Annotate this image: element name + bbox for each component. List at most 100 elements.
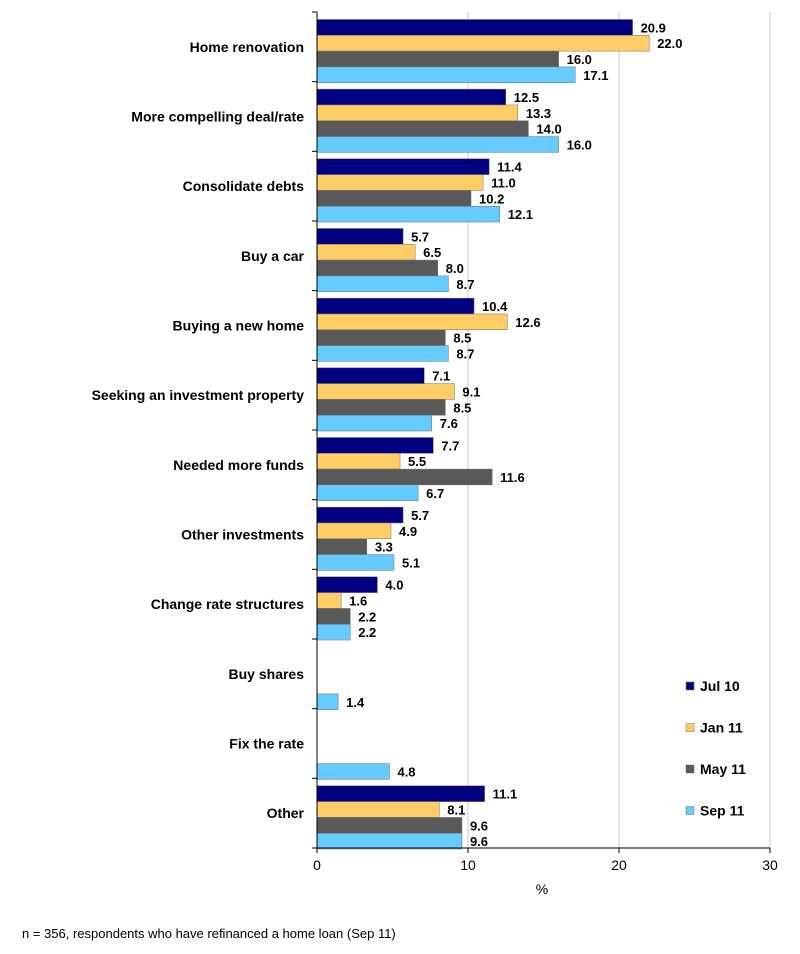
- bar: [316, 801, 440, 818]
- bar: [316, 785, 485, 802]
- bar: [316, 484, 419, 501]
- bar: [316, 592, 342, 609]
- bar: [316, 817, 463, 834]
- data-label: 7.1: [432, 369, 450, 384]
- legend: Jul 10 Jan 11 May 11 Sep 11: [685, 678, 746, 819]
- legend-swatch: [685, 806, 695, 815]
- data-label: 1.6: [349, 594, 367, 609]
- legend-label: Jan 11: [700, 720, 743, 736]
- bar: [316, 538, 368, 555]
- bar: [316, 158, 490, 175]
- data-label: 7.7: [441, 438, 459, 453]
- data-label: 9.6: [470, 834, 488, 849]
- data-label: 2.2: [358, 625, 376, 640]
- x-tick-labels: 0 10 20 30: [313, 857, 778, 873]
- data-label: 5.1: [402, 555, 420, 570]
- bar: [316, 623, 351, 641]
- data-label: 8.5: [453, 400, 471, 415]
- data-label: 7.6: [440, 416, 458, 431]
- bar: [316, 313, 508, 331]
- data-label: 8.5: [453, 331, 471, 346]
- bar: [316, 228, 404, 245]
- bar: [316, 367, 425, 384]
- category-label: Buy shares: [229, 666, 305, 682]
- data-label: 9.1: [462, 385, 480, 400]
- data-label: 6.7: [426, 486, 444, 501]
- footnote: n = 356, respondents who have refinanced…: [22, 926, 396, 941]
- category-label: More compelling deal/rate: [131, 109, 304, 125]
- bar: [316, 205, 500, 223]
- bar: [316, 506, 404, 524]
- data-label: 11.0: [491, 176, 516, 191]
- data-label: 20.9: [641, 20, 666, 35]
- data-label: 1.4: [346, 695, 365, 710]
- data-label: 8.7: [456, 277, 474, 292]
- legend-label: May 11: [700, 761, 746, 777]
- data-label: 11.4: [497, 160, 522, 175]
- legend-swatch: [685, 681, 695, 691]
- category-label: Seeking an investment property: [92, 387, 305, 403]
- data-label: 11.6: [500, 470, 525, 485]
- bar: [316, 554, 395, 571]
- data-label: 5.7: [411, 508, 429, 523]
- data-label: 10.2: [479, 191, 504, 206]
- bar: [316, 414, 433, 432]
- bar: [316, 329, 446, 346]
- data-label: 4.0: [385, 578, 403, 593]
- legend-label: Sep 11: [700, 803, 745, 819]
- bar: [316, 244, 416, 261]
- data-label: 5.5: [408, 454, 426, 469]
- bar: [316, 399, 446, 416]
- x-tick-label: 10: [460, 857, 476, 873]
- data-label: 12.5: [514, 90, 539, 105]
- bar: [316, 468, 493, 486]
- data-label: 5.7: [411, 229, 429, 244]
- data-label: 17.1: [583, 68, 608, 83]
- category-label: Other: [267, 805, 305, 821]
- data-label: 16.0: [567, 137, 592, 152]
- data-label: 4.8: [397, 764, 415, 779]
- bar: [316, 104, 519, 122]
- bar: [316, 174, 484, 191]
- data-label: 16.0: [567, 52, 592, 67]
- data-label: 4.9: [399, 524, 417, 539]
- data-label: 9.6: [470, 818, 488, 833]
- category-label: Buy a car: [241, 248, 305, 264]
- bar: [316, 763, 390, 780]
- bars: [316, 19, 650, 850]
- x-axis-title: %: [536, 881, 548, 897]
- value-labels: 20.922.016.017.112.513.314.016.011.411.0…: [346, 20, 682, 849]
- category-label: Needed more funds: [173, 457, 304, 473]
- bar: [316, 19, 633, 36]
- data-label: 14.0: [536, 122, 561, 137]
- category-label: Consolidate debts: [183, 178, 305, 194]
- x-tick-label: 20: [611, 857, 627, 873]
- category-label: Buying a new home: [173, 318, 305, 334]
- x-tick-label: 30: [762, 857, 778, 873]
- bar: [316, 576, 378, 593]
- axes: [312, 11, 771, 853]
- data-label: 13.3: [526, 106, 551, 121]
- bar: [316, 437, 434, 454]
- category-label: Other investments: [181, 527, 304, 543]
- data-label: 8.0: [446, 261, 464, 276]
- legend-swatch: [685, 764, 695, 774]
- bar: [316, 275, 449, 292]
- data-label: 2.2: [358, 609, 376, 624]
- x-tick-label: 0: [313, 857, 321, 873]
- bar: [316, 136, 559, 153]
- category-label: Change rate structures: [151, 596, 304, 612]
- category-label: Fix the rate: [229, 736, 304, 752]
- data-label: 8.7: [456, 346, 474, 361]
- bar: [316, 35, 650, 52]
- data-label: 11.1: [493, 787, 518, 802]
- bar: [316, 297, 475, 315]
- legend-swatch: [685, 723, 695, 732]
- bar: [316, 190, 472, 207]
- bar: [316, 50, 559, 68]
- bar: [316, 345, 449, 362]
- bar: [316, 259, 439, 277]
- category-label: Home renovation: [190, 39, 304, 55]
- data-label: 3.3: [375, 540, 393, 555]
- bar: [316, 88, 506, 106]
